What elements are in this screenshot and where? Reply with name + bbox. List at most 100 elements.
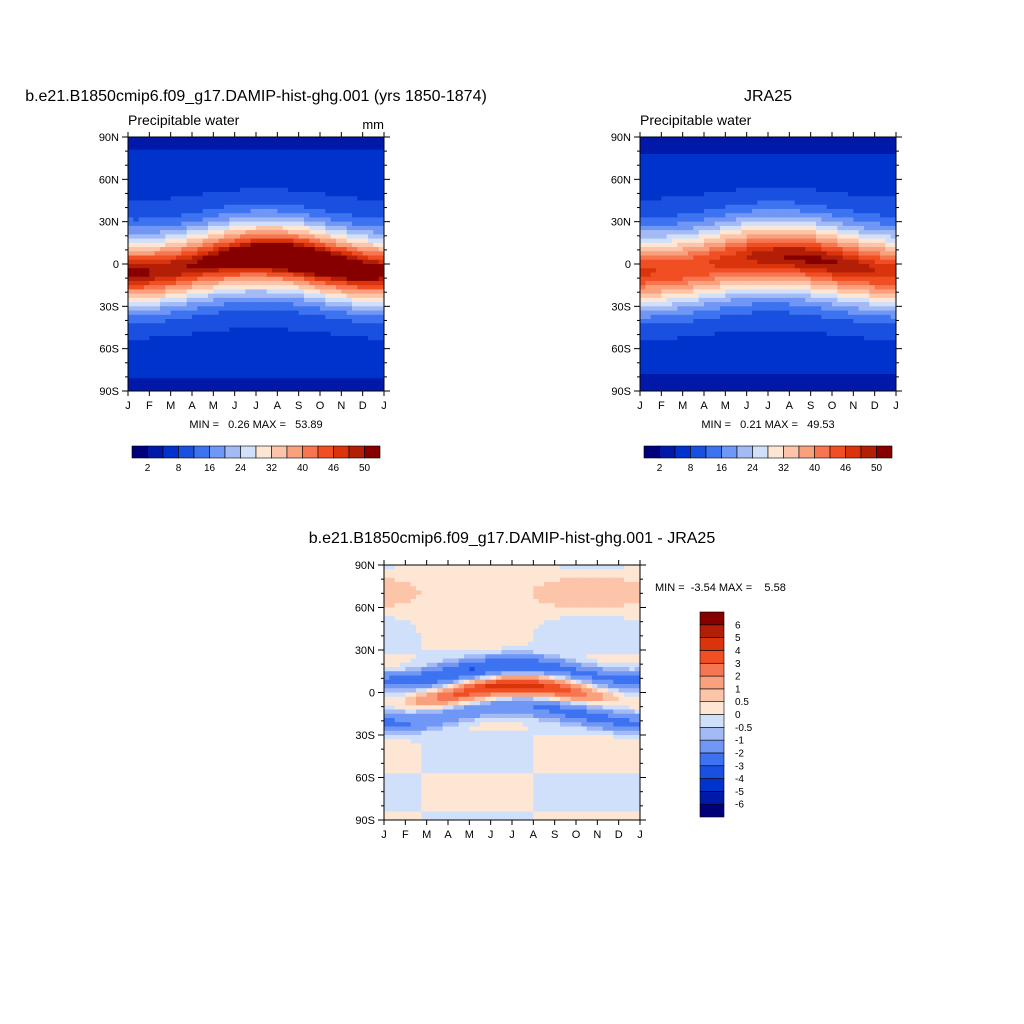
- field-cell: [373, 268, 380, 273]
- field-cell: [693, 213, 700, 218]
- field-cell: [234, 314, 241, 320]
- field-cell: [128, 141, 134, 146]
- field-cell: [197, 378, 204, 384]
- field-cell: [741, 153, 748, 159]
- field-cell: [810, 204, 817, 210]
- field-cell: [330, 234, 337, 240]
- field-cell: [378, 213, 385, 218]
- field-cell: [298, 302, 305, 307]
- field-cell: [186, 247, 193, 252]
- field-cell: [725, 179, 732, 185]
- field-cell: [229, 251, 236, 257]
- field-cell: [778, 141, 785, 146]
- field-cell: [256, 259, 262, 265]
- field-cell: [197, 314, 204, 320]
- field-cell: [186, 314, 193, 320]
- field-cell: [656, 234, 662, 240]
- field-cell: [133, 221, 140, 227]
- field-cell: [266, 251, 273, 257]
- field-cell: [869, 187, 876, 193]
- field-cell: [341, 352, 348, 358]
- field-cell: [138, 276, 145, 282]
- field-cell: [890, 158, 897, 163]
- field-cell: [154, 285, 161, 290]
- field-cell: [373, 340, 380, 345]
- field-cell: [250, 352, 257, 358]
- field-cell: [746, 289, 753, 295]
- field-cell: [890, 221, 897, 227]
- field-cell: [240, 340, 246, 345]
- field-cell: [197, 386, 204, 392]
- field-cell: [885, 230, 892, 235]
- field-cell: [176, 369, 182, 375]
- field-cell: [768, 145, 774, 151]
- field-cell: [885, 268, 892, 273]
- field-cell: [874, 293, 881, 299]
- field-cell: [725, 145, 732, 151]
- field-cell: [213, 386, 220, 392]
- field-cell: [794, 187, 801, 193]
- field-cell: [245, 137, 252, 142]
- field-cell: [208, 158, 214, 163]
- field-cell: [272, 217, 278, 223]
- field-cell: [773, 310, 780, 316]
- field-cell: [293, 293, 300, 299]
- field-cell: [346, 272, 353, 278]
- field-cell: [821, 217, 828, 223]
- field-cell: [848, 162, 854, 168]
- field-cell: [325, 302, 332, 307]
- field-cell: [730, 247, 737, 252]
- field-cell: [229, 327, 236, 333]
- field-cell: [757, 238, 764, 244]
- field-cell: [202, 365, 209, 371]
- field-cell: [373, 382, 380, 388]
- field-cell: [298, 289, 305, 295]
- field-cell: [266, 187, 273, 193]
- field-cell: [816, 242, 822, 248]
- field-cell: [330, 259, 337, 265]
- field-cell: [261, 374, 268, 379]
- field-cell: [341, 204, 348, 210]
- field-cell: [821, 302, 828, 307]
- field-cell: [218, 365, 225, 371]
- field-cell: [682, 247, 689, 252]
- field-cell: [320, 204, 326, 210]
- field-cell: [298, 352, 305, 358]
- field-cell: [250, 145, 257, 151]
- field-cell: [346, 361, 353, 367]
- field-cell: [784, 306, 790, 312]
- field-cell: [768, 149, 774, 155]
- field-cell: [378, 183, 385, 189]
- field-cell: [805, 137, 812, 142]
- field-cell: [293, 365, 300, 371]
- field-cell: [656, 272, 662, 278]
- field-cell: [704, 255, 710, 261]
- field-cell: [352, 196, 358, 201]
- field-cell: [752, 234, 758, 240]
- field-cell: [656, 242, 662, 248]
- field-cell: [378, 285, 385, 290]
- field-cell: [138, 357, 145, 362]
- field-cell: [224, 208, 230, 214]
- field-cell: [314, 293, 321, 299]
- field-cell: [357, 293, 364, 299]
- field-cell: [240, 251, 246, 257]
- field-cell: [224, 272, 230, 278]
- field-cell: [650, 276, 657, 282]
- field-cell: [704, 280, 710, 286]
- field-cell: [720, 293, 726, 299]
- field-cell: [805, 280, 812, 286]
- field-cell: [261, 344, 268, 350]
- field-cell: [757, 264, 764, 269]
- field-cell: [720, 192, 726, 197]
- field-cell: [677, 251, 684, 257]
- field-cell: [314, 141, 321, 146]
- field-cell: [880, 268, 886, 273]
- field-cell: [218, 149, 225, 155]
- field-cell: [298, 327, 305, 333]
- field-cell: [266, 208, 273, 214]
- field-cell: [362, 297, 369, 303]
- field-cell: [261, 175, 268, 180]
- x-tick-label: O: [316, 400, 325, 412]
- field-cell: [378, 344, 385, 350]
